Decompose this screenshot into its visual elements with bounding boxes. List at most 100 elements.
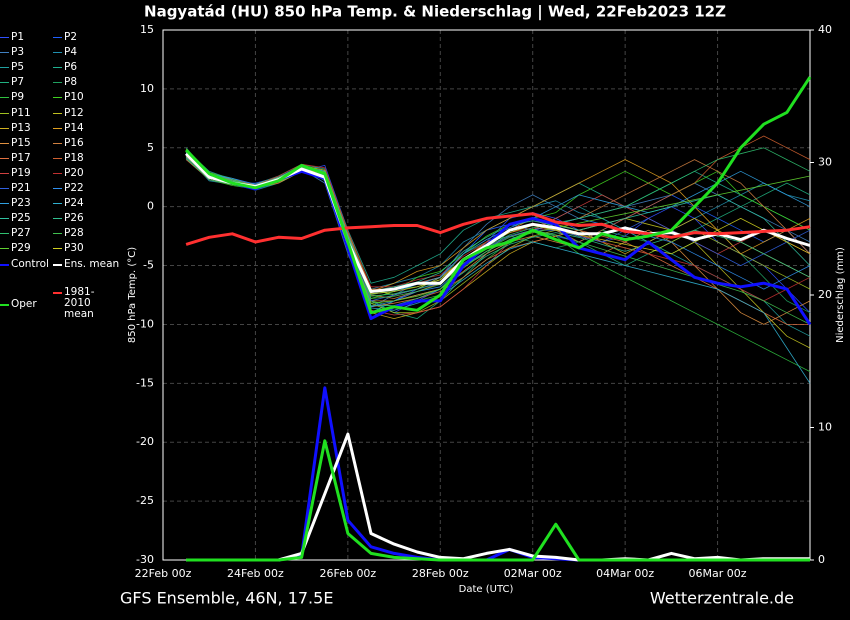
legend-swatch <box>0 263 9 266</box>
legend-label: P22 <box>64 182 84 194</box>
legend-swatch <box>53 263 62 266</box>
legend-swatch <box>0 188 9 189</box>
legend-item: P19 <box>0 166 60 179</box>
legend-label: P4 <box>64 46 78 59</box>
legend-swatch <box>53 172 62 174</box>
precip-line <box>186 432 810 562</box>
legend-label: P24 <box>64 197 84 210</box>
y-tick-label: -10 <box>136 317 154 330</box>
temp-line <box>185 148 811 319</box>
temp-line <box>185 152 811 293</box>
legend-item: P12 <box>53 106 123 119</box>
legend-label: P10 <box>64 91 84 104</box>
legend-swatch <box>0 172 9 174</box>
legend-swatch <box>53 292 62 294</box>
temp-line <box>185 152 811 384</box>
x-tick-label: 24Feb 00z <box>227 567 284 580</box>
legend-swatch <box>0 82 9 84</box>
legend-swatch <box>53 188 62 189</box>
x-tick-label: 02Mar 00z <box>504 567 562 580</box>
legend-label: P29 <box>11 242 31 255</box>
legend-item: 1981-2010 mean <box>53 287 123 320</box>
legend-label: P8 <box>64 76 78 89</box>
legend-item: P6 <box>53 62 123 73</box>
y-tick-label: 0 <box>147 200 154 213</box>
legend-item: P21 <box>0 183 60 194</box>
legend-swatch <box>53 142 62 144</box>
legend-label: P15 <box>11 136 31 149</box>
legend-item: P29 <box>0 243 60 254</box>
legend-swatch <box>0 157 9 159</box>
legend-label: Oper <box>11 298 37 310</box>
legend-swatch <box>0 67 9 69</box>
legend-label: P13 <box>11 121 31 134</box>
chart-title: Nagyatád (HU) 850 hPa Temp. & Niederschl… <box>144 3 726 22</box>
legend-swatch <box>53 52 62 54</box>
legend-item: P27 <box>0 228 60 239</box>
legend-item: P2 <box>53 32 123 43</box>
legend-label: P26 <box>64 212 84 225</box>
legend-swatch <box>0 142 9 144</box>
y-tick-label: 15 <box>140 23 154 36</box>
legend-swatch <box>0 127 9 129</box>
x-axis-label: Date (UTC) <box>459 584 514 595</box>
legend-item: Oper <box>0 299 60 310</box>
legend-item: P16 <box>53 137 123 149</box>
legend-swatch <box>0 304 9 306</box>
x-tick-label: 28Feb 00z <box>412 567 469 580</box>
legend-label: P7 <box>11 76 25 89</box>
temp-line <box>185 135 811 290</box>
legend-label: P20 <box>64 166 84 179</box>
legend-item: P11 <box>0 107 60 119</box>
legend-swatch <box>0 52 9 54</box>
legend-item: P20 <box>53 166 123 179</box>
legend-label: Ens. mean <box>64 257 120 270</box>
legend-swatch <box>53 233 62 235</box>
legend-swatch <box>53 203 62 205</box>
legend-swatch <box>0 233 9 235</box>
legend-label: Control <box>11 257 49 270</box>
legend-swatch <box>0 248 9 250</box>
legend-label: P21 <box>11 182 31 194</box>
legend-swatch <box>53 112 62 114</box>
x-tick-label: 04Mar 00z <box>596 567 654 580</box>
legend-label: P14 <box>64 121 84 134</box>
legend-swatch <box>0 203 9 205</box>
legend-swatch <box>53 97 62 99</box>
legend-item: P13 <box>0 121 60 134</box>
legend-label: P19 <box>11 166 31 179</box>
legend-label: P12 <box>64 106 84 119</box>
legend-item: P10 <box>53 92 123 103</box>
precip-line <box>186 439 810 562</box>
y-tick-label: -20 <box>136 435 154 448</box>
temp-line <box>185 76 812 315</box>
legend-item: P3 <box>0 47 60 58</box>
legend-item: Control <box>0 257 60 270</box>
y-tick-label: -5 <box>143 259 154 272</box>
legend-item: P28 <box>53 228 123 239</box>
legend-item: P25 <box>0 213 60 224</box>
footer-left: GFS Ensemble, 46N, 17.5E <box>120 589 333 608</box>
legend-label: P17 <box>11 151 31 164</box>
legend-label: P9 <box>11 91 25 104</box>
footer-right: Wetterzentrale.de <box>650 589 794 608</box>
y-tick-label: -15 <box>136 376 154 389</box>
legend-swatch <box>53 157 62 159</box>
legend-item: P9 <box>0 92 60 103</box>
legend-swatch <box>0 218 9 220</box>
y2-tick-label: 20 <box>818 288 832 301</box>
legend-swatch <box>0 37 9 38</box>
legend-swatch <box>0 97 9 99</box>
precip-line <box>186 386 810 562</box>
legend-label: P1 <box>11 31 25 43</box>
plot-frame <box>162 29 811 561</box>
y2-tick-label: 30 <box>818 156 832 169</box>
legend-item: P14 <box>53 121 123 134</box>
legend-label: P6 <box>64 61 78 74</box>
y2-tick-label: 10 <box>818 421 832 434</box>
temp-line <box>185 212 811 246</box>
legend-swatch <box>53 67 62 69</box>
legend-label: P30 <box>64 242 84 255</box>
